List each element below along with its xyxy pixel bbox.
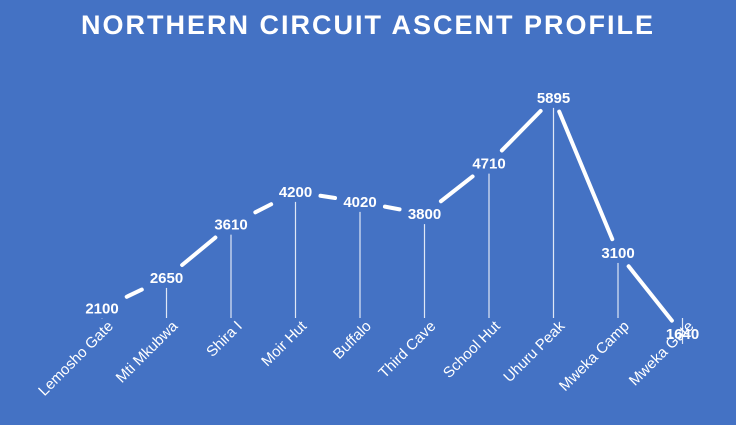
- data-label: 3610: [214, 217, 247, 234]
- series-line-segment: [318, 193, 338, 201]
- category-label: Moir Hut: [258, 317, 311, 370]
- category-label: School Hut: [440, 317, 504, 381]
- data-label: 3100: [601, 245, 634, 262]
- data-label: 1640: [666, 326, 699, 343]
- data-label: 5895: [537, 90, 570, 107]
- data-label: 4200: [279, 184, 312, 201]
- series-line-segment: [180, 235, 218, 268]
- data-label: 4020: [343, 194, 376, 211]
- chart-title: NORTHERN CIRCUIT ASCENT PROFILE: [81, 10, 655, 40]
- category-label: Shira I: [203, 318, 246, 361]
- series-line-segment: [382, 204, 402, 212]
- series-line-segment: [626, 264, 674, 323]
- category-label: Buffalo: [330, 318, 375, 363]
- category-label: Mweka Gate: [626, 318, 698, 390]
- series-line-segment: [124, 287, 144, 299]
- data-label: 4710: [472, 156, 505, 173]
- data-label: 2650: [150, 270, 183, 287]
- data-label: 2100: [85, 300, 118, 317]
- category-label: Uhuru Peak: [500, 317, 568, 385]
- category-label: Third Cave: [375, 318, 439, 382]
- series-line-segment: [499, 108, 543, 153]
- data-label: 3800: [408, 206, 441, 223]
- series-line-segment: [557, 109, 615, 242]
- category-label: Lemosho Gate: [35, 318, 117, 400]
- series-line-segment: [253, 202, 274, 215]
- series-line-segment: [438, 174, 475, 204]
- category-label: Mti Mkubwa: [113, 317, 182, 386]
